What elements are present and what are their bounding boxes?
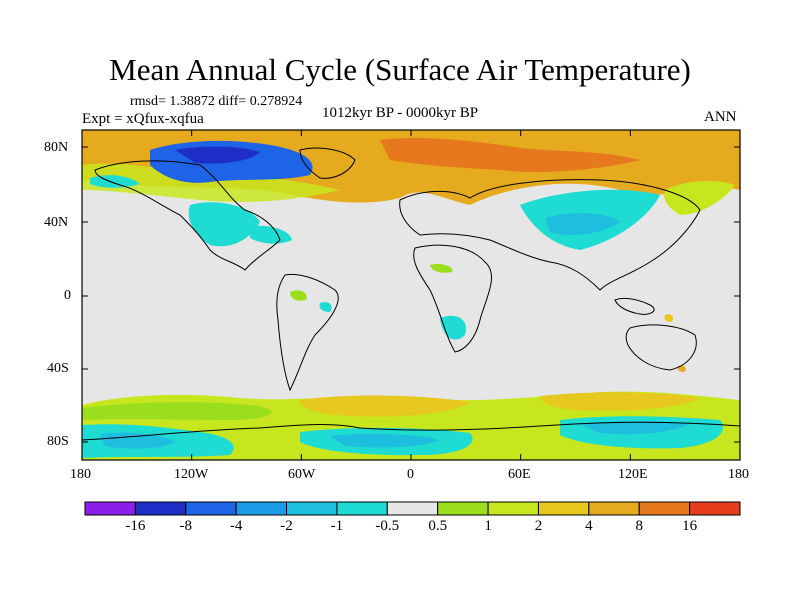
x-tick-120W: 120W <box>174 467 209 482</box>
x-tick-0: 0 <box>407 467 414 482</box>
north-america-coast <box>94 160 281 271</box>
y-tick-0: 0 <box>64 288 71 303</box>
eurasia-coast <box>399 179 701 291</box>
antarctic-cool-east-core <box>580 421 690 435</box>
colorbar-label: -2 <box>280 518 293 534</box>
y-tick-80S: 80S <box>47 434 69 449</box>
canada-strong-cool-region <box>175 146 260 164</box>
stats-text: rmsd= 1.38872 diff= 0.278924 <box>130 94 303 109</box>
colorbar-label: 16 <box>682 518 698 534</box>
colorbar-label: -1 <box>330 518 344 534</box>
coastlines <box>82 147 740 441</box>
colorbar-label: 1 <box>484 518 492 534</box>
y-tick-40N: 40N <box>44 215 69 230</box>
colorbar-label: 0.5 <box>428 518 448 534</box>
colorbar-label: -8 <box>179 518 193 534</box>
southern-ocean-band-east <box>540 392 700 411</box>
colorbar-swatch <box>84 501 136 516</box>
indonesia-coast <box>614 297 655 315</box>
southern-ocean-band-center <box>300 395 470 417</box>
experiment-label: Expt = xQfux-xqfua <box>82 111 204 127</box>
asia-cool-core <box>545 213 620 235</box>
colorbar-swatch <box>537 501 590 516</box>
antarctic-cool-west-core <box>100 432 175 449</box>
colorbar-label: 8 <box>635 518 643 534</box>
x-tick-180w: 180 <box>70 467 91 482</box>
colorbar-swatch <box>386 501 439 516</box>
australia-coast <box>625 324 697 371</box>
colorbar <box>84 501 741 516</box>
x-tick-180e: 180 <box>728 467 749 482</box>
samerica-warm-patch <box>290 290 307 301</box>
colorbar-swatch <box>286 501 338 516</box>
y-tick-80N: 80N <box>44 140 69 155</box>
x-tick-120E: 120E <box>618 467 648 482</box>
atlantic-cool-patch <box>250 225 292 244</box>
colorbar-swatch <box>134 501 187 516</box>
colorbar-label: -16 <box>125 518 146 534</box>
season-label: ANN <box>704 109 737 125</box>
antarctica-coast <box>82 421 740 441</box>
africa-coast <box>413 244 492 353</box>
southern-ocean-band-west <box>82 402 272 420</box>
axis-ticks <box>81 130 741 460</box>
colorbar-swatch <box>638 501 691 516</box>
colorbar-label: -4 <box>229 518 243 534</box>
y-tick-40S: 40S <box>47 361 69 376</box>
colorbar-swatch <box>487 501 539 516</box>
samerica-cool-patch <box>319 302 332 312</box>
greenland-coast <box>299 147 356 179</box>
north-transition-band <box>82 163 340 202</box>
indonesia-warm-patch <box>664 314 674 322</box>
africa-warm-patch <box>430 263 453 273</box>
map-field <box>82 130 740 460</box>
colorbar-label: 2 <box>534 518 543 534</box>
colorbar-swatch <box>437 501 489 516</box>
colorbar-label: 4 <box>585 518 593 534</box>
siberia-warm-region <box>380 137 640 172</box>
south-america-coast <box>276 273 339 392</box>
colorbar-label: -0.5 <box>375 518 400 534</box>
colorbar-swatch <box>185 501 237 516</box>
plot-title: Mean Annual Cycle (Surface Air Temperatu… <box>109 52 691 87</box>
colorbar-swatch <box>689 501 741 516</box>
namerica-cool-region <box>188 202 260 247</box>
pacific-warm-patch <box>664 180 735 215</box>
x-tick-60W: 60W <box>288 467 316 482</box>
colorbar-swatch <box>588 501 640 516</box>
antarctic-cool-center-core <box>330 433 440 448</box>
colorbar-swatch <box>235 501 288 516</box>
x-tick-60E: 60E <box>508 467 531 482</box>
period-label: 1012kyr BP - 0000kyr BP <box>322 105 479 121</box>
colorbar-swatch <box>336 501 388 516</box>
